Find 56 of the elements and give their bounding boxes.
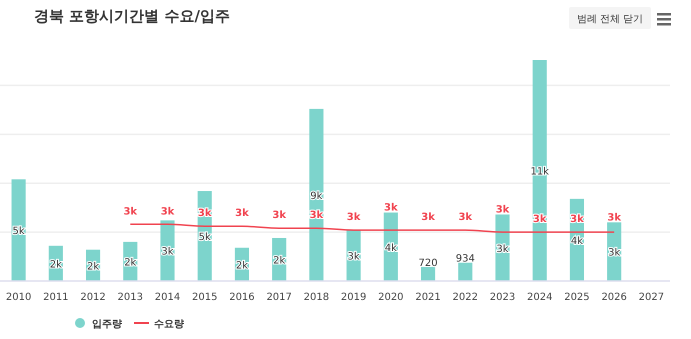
data-label: 3k [160,206,175,218]
data-label: 3k [346,212,361,224]
data-label: 2k [86,261,100,272]
data-label: 3k [348,252,360,263]
data-label: 934 [456,254,475,265]
x-tick-label: 2024 [526,292,552,303]
text: 범례 전체 닫기 [576,14,644,25]
data-label: 3k [496,244,509,255]
bar [458,262,472,281]
x-tick-label: 2012 [80,292,106,303]
x-tick-label: 2018 [304,292,330,303]
legend-label: 수요량 [154,319,184,330]
x-tick-label: 2016 [229,292,255,303]
data-label: 5k [12,226,25,238]
x-tick-label: 2026 [601,292,627,303]
data-label: 3k [123,206,138,218]
data-label: 3k [384,202,398,214]
data-label: 2k [236,260,248,272]
x-tick-label: 2023 [490,292,516,303]
data-label: 3k [496,204,510,216]
data-label: 3k [608,248,620,259]
x-tick-label: 2013 [118,292,144,303]
x-tick-label: 2020 [378,292,404,303]
x-tick-label: 2017 [266,292,292,303]
data-label: 720 [418,258,438,269]
data-label: 3k [235,208,250,220]
data-label: 3k [310,210,324,222]
x-tick-label: 2021 [415,292,441,303]
x-tick-label: 2014 [154,292,180,303]
data-label: 2k [273,255,286,266]
x-tick-label: 2027 [638,292,664,303]
data-label: 3k [458,212,472,224]
x-tick-label: 2022 [452,292,478,303]
data-label: 3k [532,214,547,226]
x-tick-label: 2011 [43,292,69,303]
data-label: 3k [607,212,622,224]
data-label: 3k [198,208,212,220]
x-tick-label: 2010 [6,292,32,303]
x-tick-label: 2015 [192,292,218,303]
x-tick-label: 2019 [340,292,366,303]
data-label: 3k [272,210,286,222]
legend-label: 입주량 [92,319,122,330]
data-label: 3k [161,246,174,258]
data-label: 9k [310,190,323,202]
data-label: 2k [50,259,62,270]
bar [420,266,436,281]
data-label: 4k [384,242,398,254]
data-label: 4k [570,236,584,247]
data-label: 2k [124,257,137,268]
x-tick-label: 2025 [564,292,590,303]
data-label: 5k [198,232,212,244]
bar [12,179,26,281]
chart-title: 경북 포항시기간별 수요/입주 [34,7,230,25]
data-label: 3k [570,214,584,226]
bar [532,60,547,281]
data-label: 3k [421,212,436,224]
